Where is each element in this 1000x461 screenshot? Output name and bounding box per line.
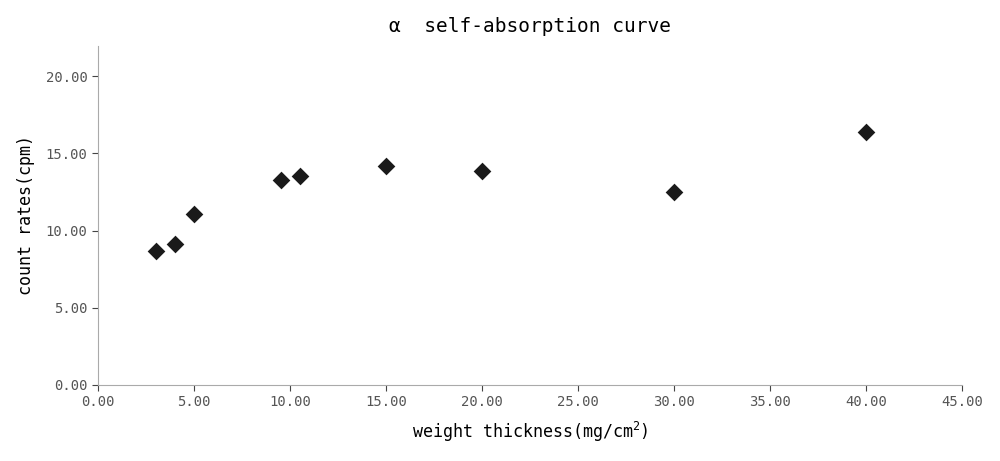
Point	[474, 167, 490, 175]
Point	[378, 162, 394, 170]
Point	[273, 176, 289, 183]
X-axis label: weight thickness(mg/cm$^2$): weight thickness(mg/cm$^2$)	[412, 420, 648, 444]
Point	[666, 189, 682, 196]
Point	[167, 241, 183, 248]
Point	[186, 210, 202, 217]
Title: α  self-absorption curve: α self-absorption curve	[389, 17, 671, 35]
Y-axis label: count rates(cpm): count rates(cpm)	[17, 135, 35, 295]
Point	[148, 247, 164, 254]
Point	[858, 128, 874, 136]
Point	[292, 172, 308, 179]
